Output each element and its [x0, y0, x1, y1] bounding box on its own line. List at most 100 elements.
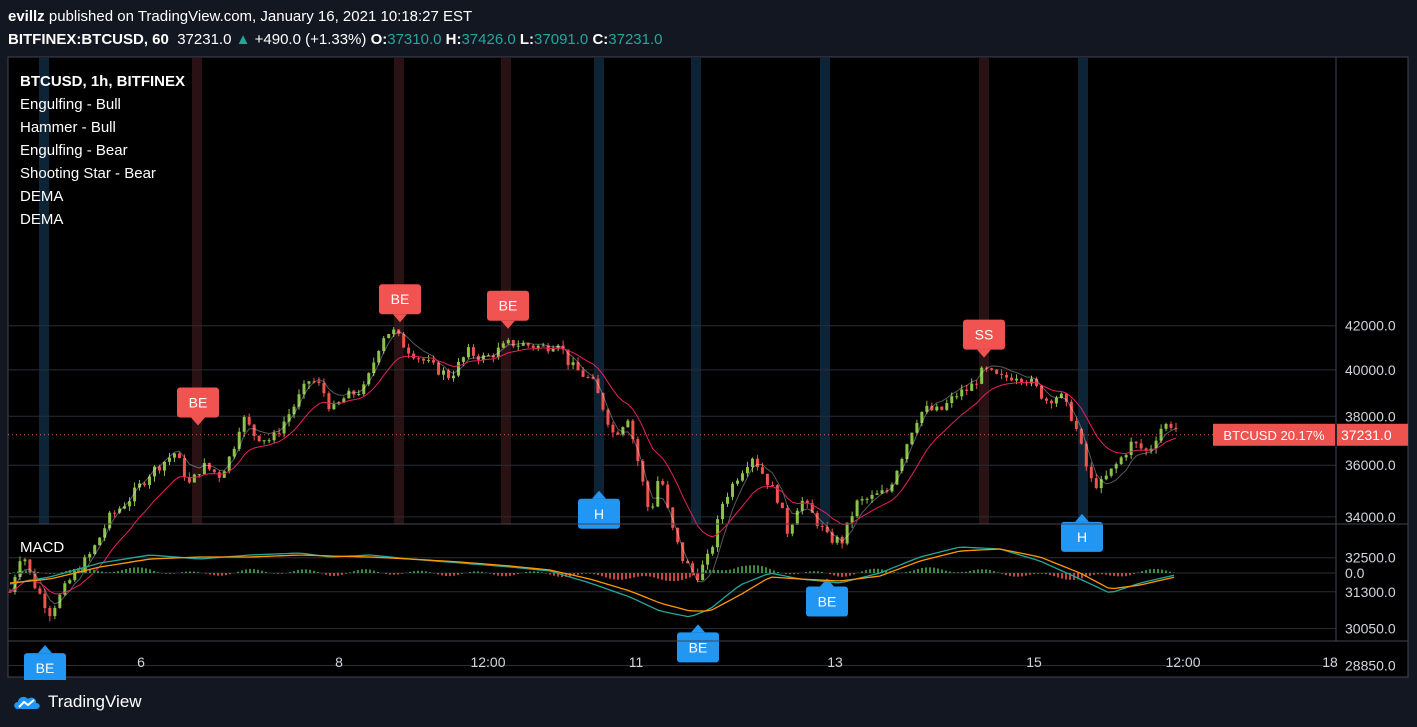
signal-band	[820, 58, 830, 524]
candle-body	[711, 547, 715, 554]
candle-body	[123, 506, 127, 509]
candle-body	[197, 474, 201, 476]
candle-body	[731, 483, 735, 497]
candle-body	[48, 608, 52, 617]
signal-pointer	[501, 320, 515, 329]
candle-body	[810, 503, 814, 513]
candle-body	[825, 526, 829, 533]
candle-body	[835, 537, 839, 543]
candle-body	[267, 440, 271, 442]
macd-label[interactable]: MACD	[20, 539, 65, 556]
candle-body	[726, 496, 730, 504]
candle-body	[187, 477, 191, 483]
candlestick-series	[8, 327, 1178, 622]
candle-body	[317, 381, 321, 384]
symbol-ohlc-line: BITFINEX:BTCUSD, 60 37231.0 ▲ +490.0 (+1…	[8, 31, 663, 48]
candle-body	[1104, 475, 1108, 480]
candle-body	[252, 424, 256, 436]
candle-body	[13, 576, 17, 592]
legend-shooting-star-bear[interactable]: Shooting Star - Bear	[20, 165, 156, 182]
legend-engulfing-bear[interactable]: Engulfing - Bear	[20, 142, 128, 159]
x-tick-label: 11	[629, 654, 644, 670]
candle-body	[157, 466, 161, 471]
legend-dema-1[interactable]: DEMA	[20, 188, 64, 205]
candle-body	[1154, 440, 1158, 449]
y-tick-label: 31300.0	[1345, 584, 1396, 600]
candle-body	[526, 343, 530, 346]
candle-body	[1015, 378, 1019, 381]
legend-dema-2[interactable]: DEMA	[20, 211, 64, 228]
candle-body	[456, 361, 460, 376]
y-tick-label: 36000.0	[1345, 457, 1396, 473]
candle-body	[98, 537, 102, 546]
candle-body	[980, 367, 984, 384]
candle-body	[1144, 448, 1148, 451]
candle-body	[442, 370, 446, 375]
price-tag-value-box	[1337, 423, 1408, 446]
candle-body	[1164, 424, 1168, 429]
author-name: evillz	[8, 8, 45, 25]
up-arrow-icon: ▲	[235, 31, 251, 48]
candle-body	[686, 561, 690, 564]
candle-body	[1174, 427, 1178, 429]
candle-body	[143, 483, 147, 485]
candle-body	[88, 553, 92, 558]
candle-body	[73, 571, 77, 581]
candle-body	[1089, 466, 1093, 479]
candle-body	[691, 563, 695, 573]
candle-body	[332, 404, 336, 410]
signal-label-text: H	[1077, 529, 1087, 545]
candle-body	[322, 383, 326, 394]
signal-band	[979, 58, 989, 524]
candle-body	[885, 490, 889, 492]
candle-body	[177, 453, 181, 459]
candle-body	[840, 537, 844, 544]
signal-pointer	[38, 645, 52, 654]
candle-body	[955, 396, 959, 398]
candle-body	[785, 508, 789, 534]
candle-body	[1020, 378, 1024, 382]
candle-body	[118, 508, 122, 513]
candle-body	[860, 499, 864, 501]
candle-body	[780, 502, 784, 509]
candle-body	[491, 355, 495, 358]
chart-canvas[interactable]: BE BE BE SS BE H BE BE H 42000.0 40000.0 38000.0 36…	[0, 0, 1417, 680]
candle-body	[392, 329, 396, 335]
publish-text: published on TradingView.com, January 16…	[48, 8, 473, 25]
candle-body	[476, 355, 480, 361]
tradingview-logo[interactable]: TradingView	[12, 692, 142, 712]
dema-slow-line	[9, 347, 1177, 595]
candle-body	[461, 357, 465, 362]
candle-body	[466, 347, 470, 358]
chart-frame	[7, 56, 1409, 678]
candle-body	[626, 420, 630, 428]
signal-band	[1078, 58, 1088, 524]
candle-body	[437, 362, 441, 375]
candle-body	[681, 542, 685, 562]
signal-label-box	[806, 586, 848, 617]
candle-body	[850, 516, 854, 523]
candle-body	[621, 427, 625, 435]
candle-body	[192, 474, 196, 483]
legend-hammer-bull[interactable]: Hammer - Bull	[20, 119, 116, 136]
candle-body	[272, 432, 276, 441]
symbol-label: BITFINEX:BTCUSD, 60	[8, 31, 169, 48]
candle-body	[1044, 398, 1048, 401]
candle-body	[556, 345, 560, 349]
candle-body	[576, 362, 580, 371]
candle-body	[481, 355, 485, 361]
candle-body	[531, 345, 535, 348]
price-tag-series	[1213, 423, 1335, 446]
candle-body	[427, 360, 431, 362]
candle-body	[736, 480, 740, 484]
candle-body	[302, 383, 306, 395]
candle-body	[58, 594, 62, 608]
candle-body	[750, 458, 754, 468]
candle-body	[352, 390, 356, 395]
open-value: 37310.0	[387, 31, 442, 48]
legend-engulfing-bull[interactable]: Engulfing - Bull	[20, 96, 121, 113]
candle-body	[676, 527, 680, 543]
signal-label-box	[177, 387, 219, 418]
x-tick-label: 8	[335, 654, 343, 670]
signal-band	[39, 58, 49, 524]
